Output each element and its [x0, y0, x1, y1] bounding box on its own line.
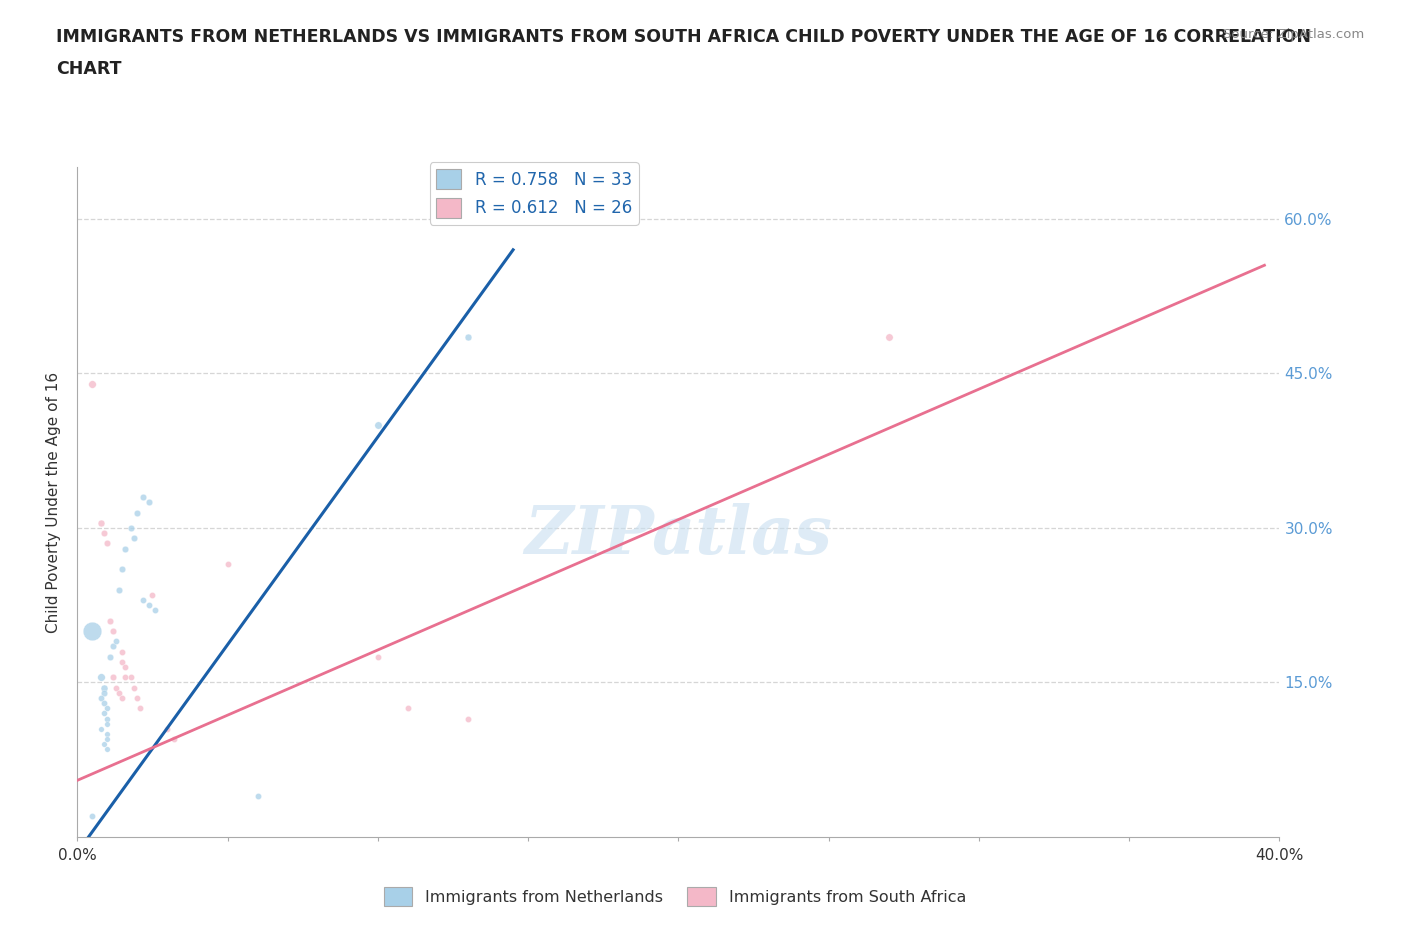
Y-axis label: Child Poverty Under the Age of 16: Child Poverty Under the Age of 16 [46, 372, 62, 632]
Point [82, 377, 104, 392]
Point [217, 556, 239, 571]
Point [132, 489, 155, 504]
Point [457, 711, 479, 726]
Point [246, 789, 269, 804]
Point [93, 680, 115, 695]
Point [120, 670, 142, 684]
Point [93, 685, 115, 700]
Point [93, 525, 115, 540]
Point [145, 603, 167, 618]
Point [103, 639, 125, 654]
Point [111, 655, 134, 670]
Point [93, 737, 115, 751]
Point [96, 716, 118, 731]
Point [82, 809, 104, 824]
Point [108, 582, 131, 597]
Point [396, 701, 419, 716]
Point [90, 670, 112, 684]
Point [108, 685, 131, 700]
Point [124, 680, 146, 695]
Point [103, 623, 125, 638]
Point [105, 634, 128, 649]
Point [457, 330, 479, 345]
Point [156, 722, 179, 737]
Point [103, 670, 125, 684]
Point [877, 330, 900, 345]
Point [96, 701, 118, 716]
Point [132, 592, 155, 607]
Point [138, 495, 160, 510]
Point [367, 418, 389, 432]
Point [111, 644, 134, 659]
Point [100, 613, 122, 628]
Point [93, 706, 115, 721]
Point [100, 649, 122, 664]
Point [96, 732, 118, 747]
Point [93, 696, 115, 711]
Point [127, 505, 149, 520]
Point [96, 536, 118, 551]
Point [90, 722, 112, 737]
Point [114, 670, 136, 684]
Point [129, 701, 152, 716]
Point [114, 541, 136, 556]
Legend: R = 0.758   N = 33, R = 0.612   N = 26: R = 0.758 N = 33, R = 0.612 N = 26 [430, 163, 638, 225]
Point [96, 711, 118, 726]
Point [105, 680, 128, 695]
Point [111, 690, 134, 705]
Point [138, 598, 160, 613]
Text: CHART: CHART [56, 60, 122, 78]
Text: Source: ZipAtlas.com: Source: ZipAtlas.com [1223, 28, 1364, 41]
Point [90, 515, 112, 530]
Point [141, 588, 163, 603]
Point [120, 521, 142, 536]
Point [96, 742, 118, 757]
Point [90, 690, 112, 705]
Text: IMMIGRANTS FROM NETHERLANDS VS IMMIGRANTS FROM SOUTH AFRICA CHILD POVERTY UNDER : IMMIGRANTS FROM NETHERLANDS VS IMMIGRANT… [56, 28, 1312, 46]
Point [127, 690, 149, 705]
Point [111, 562, 134, 577]
Point [114, 659, 136, 674]
Point [367, 649, 389, 664]
Point [162, 732, 184, 747]
Text: ZIPatlas: ZIPatlas [524, 503, 832, 568]
Legend: Immigrants from Netherlands, Immigrants from South Africa: Immigrants from Netherlands, Immigrants … [377, 881, 973, 912]
Point [124, 531, 146, 546]
Point [82, 623, 104, 638]
Point [96, 726, 118, 741]
